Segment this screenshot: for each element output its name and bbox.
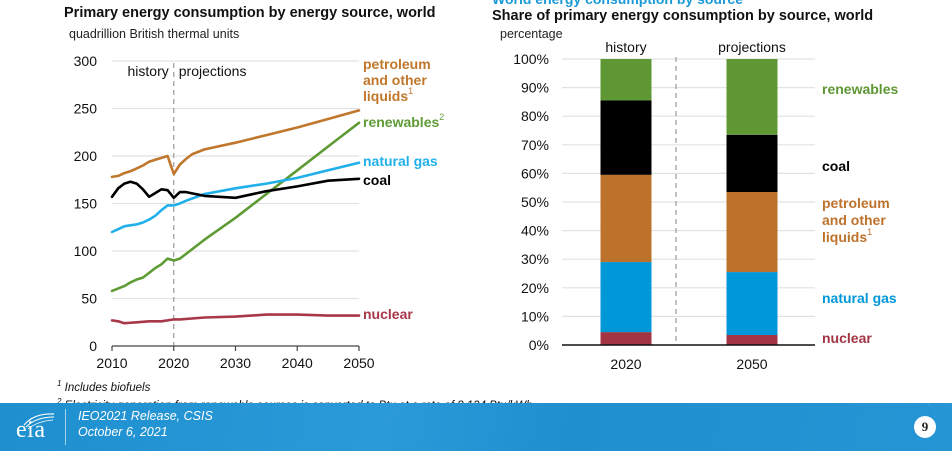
- series-label: natural gas: [363, 153, 438, 169]
- y-tick-label: 150: [74, 196, 98, 212]
- y-tick-label: 80%: [521, 108, 549, 124]
- line-chart-subtitle: quadrillion British thermal units: [69, 27, 240, 41]
- footer-date: October 6, 2021: [78, 425, 168, 439]
- y-tick-label: 30%: [521, 251, 549, 267]
- series-label: and other: [363, 72, 427, 88]
- footer-divider: [65, 409, 66, 445]
- line-chart-y-ticks: 0 50 100 150 200 250 300: [74, 53, 98, 354]
- series-line-renewables: [110, 121, 361, 293]
- page-number-badge: 9: [914, 416, 936, 438]
- x-tick-label: 2040: [282, 355, 313, 371]
- y-tick-label: 50%: [521, 194, 549, 210]
- series-line-nuclear: [110, 313, 361, 325]
- y-tick-label: 50: [81, 291, 97, 307]
- bar-segment-nuclear-2020: [600, 332, 652, 345]
- series-line-petroleum-and-other-liquids: [110, 109, 361, 179]
- y-tick-label: 90%: [521, 80, 549, 96]
- y-tick-label: 100%: [513, 51, 549, 67]
- y-tick-label: 200: [74, 148, 98, 164]
- footnote-1: 1 Includes biofuels: [57, 379, 151, 394]
- series-label: petroleum: [363, 56, 431, 72]
- y-tick-label: 20%: [521, 280, 549, 296]
- series-label: petroleum: [822, 195, 890, 211]
- x-tick-label: 2020: [158, 355, 189, 371]
- series-label: coal: [822, 158, 850, 174]
- series-label: coal: [363, 172, 391, 188]
- y-tick-label: 0: [89, 338, 97, 354]
- series-line-coal: [110, 177, 361, 200]
- series-line-natural-gas: [110, 161, 361, 234]
- x-tick-label: 2030: [220, 355, 251, 371]
- series-label: and other: [822, 212, 886, 228]
- group-label: history: [605, 39, 646, 55]
- series-label: natural gas: [822, 290, 897, 306]
- bar-segment-coal-2050: [726, 134, 778, 192]
- bar-segment-petroleum-and-other-liquids-2050: [726, 191, 778, 273]
- cut-off-heading: World energy consumption by source: [492, 0, 743, 7]
- eia-logo: eia: [14, 411, 58, 445]
- line-chart-gridlines: [112, 60, 359, 300]
- series-label: renewables2: [363, 112, 444, 130]
- series-label: nuclear: [363, 306, 413, 322]
- projections-label: projections: [179, 63, 247, 79]
- y-tick-label: 300: [74, 53, 98, 69]
- group-label: projections: [718, 39, 786, 55]
- bar-chart-group-labels: history projections: [605, 39, 785, 55]
- bar-segment-nuclear-2050: [726, 334, 778, 345]
- bar-segment-renewables-2050: [726, 59, 778, 135]
- series-label: nuclear: [822, 330, 872, 346]
- footnote-mark: 1: [867, 227, 872, 237]
- x-tick-label: 2050: [736, 356, 767, 372]
- y-tick-label: 250: [74, 101, 98, 117]
- footer-banner: eia IEO2021 Release, CSIS October 6, 202…: [0, 403, 952, 451]
- footer-decoration: [380, 403, 952, 451]
- bar-segment-natural-gas-2020: [600, 262, 652, 333]
- history-label: history: [128, 63, 169, 79]
- line-chart-x-ticks: 2010 2020 2030 2040 2050: [96, 355, 374, 371]
- footnote-mark: 1: [408, 86, 413, 96]
- bar-segment-petroleum-and-other-liquids-2020: [600, 174, 652, 263]
- bar-chart-subtitle: percentage: [500, 27, 563, 41]
- logo-text: eia: [16, 417, 46, 443]
- bar-chart-title: Share of primary energy consumption by s…: [492, 8, 874, 24]
- footer-event: IEO2021 Release, CSIS: [78, 409, 213, 423]
- y-tick-label: 100: [74, 243, 98, 259]
- y-tick-label: 70%: [521, 137, 549, 153]
- footnote-mark: 2: [439, 112, 444, 122]
- line-chart-series: [110, 109, 361, 325]
- x-tick-label: 2020: [610, 356, 641, 372]
- y-tick-label: 60%: [521, 165, 549, 181]
- y-tick-label: 0%: [529, 337, 549, 353]
- bar-chart-y-ticks: 0% 10% 20% 30% 40% 50% 60% 70% 80% 90% 100%: [513, 51, 549, 353]
- bar-segment-natural-gas-2050: [726, 272, 778, 335]
- bar-segment-coal-2020: [600, 100, 652, 175]
- line-chart-title: Primary energy consumption by energy sou…: [64, 5, 436, 21]
- x-tick-label: 2050: [343, 355, 374, 371]
- series-label: liquids1: [363, 86, 413, 104]
- bar-segment-renewables-2020: [600, 59, 652, 101]
- series-label: liquids1: [822, 227, 872, 245]
- bar-chart: 0% 10% 20% 30% 40% 50% 60% 70% 80% 90% 100% histor…: [513, 39, 898, 372]
- line-chart-x-axis: [111, 345, 360, 351]
- series-label: renewables: [822, 81, 898, 97]
- bar-chart-bars: [600, 59, 778, 345]
- bar-chart-x-ticks: 2020 2050: [610, 356, 767, 372]
- y-tick-label: 10%: [521, 308, 549, 324]
- logo-swoosh-icon: [23, 413, 55, 430]
- x-tick-label: 2010: [96, 355, 127, 371]
- y-tick-label: 40%: [521, 223, 549, 239]
